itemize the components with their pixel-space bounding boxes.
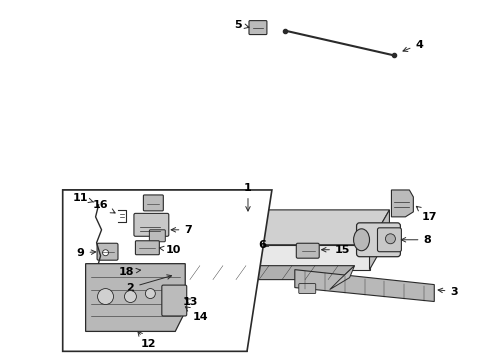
Text: 9: 9 [77,248,96,258]
FancyBboxPatch shape [296,243,319,258]
Polygon shape [155,210,390,245]
Text: 16: 16 [93,200,115,213]
FancyBboxPatch shape [119,210,127,222]
Text: 6: 6 [258,240,269,250]
Circle shape [102,250,108,256]
FancyBboxPatch shape [143,264,156,275]
Text: 2: 2 [126,275,172,293]
FancyBboxPatch shape [162,285,187,316]
Text: 14: 14 [185,307,208,323]
Polygon shape [155,266,355,280]
Circle shape [146,289,155,298]
Text: 10: 10 [159,245,181,255]
Text: 18: 18 [119,267,141,276]
Text: 17: 17 [416,206,437,222]
Circle shape [124,291,136,302]
Text: 11: 11 [73,193,94,203]
Polygon shape [63,190,272,351]
FancyBboxPatch shape [357,223,400,257]
Circle shape [386,234,395,244]
Text: 8: 8 [401,235,431,245]
Ellipse shape [354,229,369,251]
Text: 13: 13 [182,297,198,306]
Text: 3: 3 [438,287,458,297]
Text: 7: 7 [171,225,192,235]
Polygon shape [369,210,390,270]
Polygon shape [295,270,434,302]
Polygon shape [392,190,414,217]
FancyBboxPatch shape [249,21,267,35]
FancyBboxPatch shape [134,213,169,236]
Polygon shape [330,266,355,289]
FancyBboxPatch shape [377,228,401,252]
Text: 4: 4 [403,40,423,51]
FancyBboxPatch shape [135,241,159,255]
Circle shape [94,265,101,273]
FancyBboxPatch shape [149,230,165,242]
Polygon shape [86,264,185,332]
FancyBboxPatch shape [144,195,163,211]
FancyBboxPatch shape [63,190,247,351]
Circle shape [98,289,114,305]
Text: 12: 12 [138,332,156,349]
FancyBboxPatch shape [97,243,118,260]
Text: 5: 5 [234,19,249,30]
Text: 15: 15 [321,245,350,255]
Text: 1: 1 [244,183,252,211]
Polygon shape [155,245,369,270]
FancyBboxPatch shape [299,284,316,293]
